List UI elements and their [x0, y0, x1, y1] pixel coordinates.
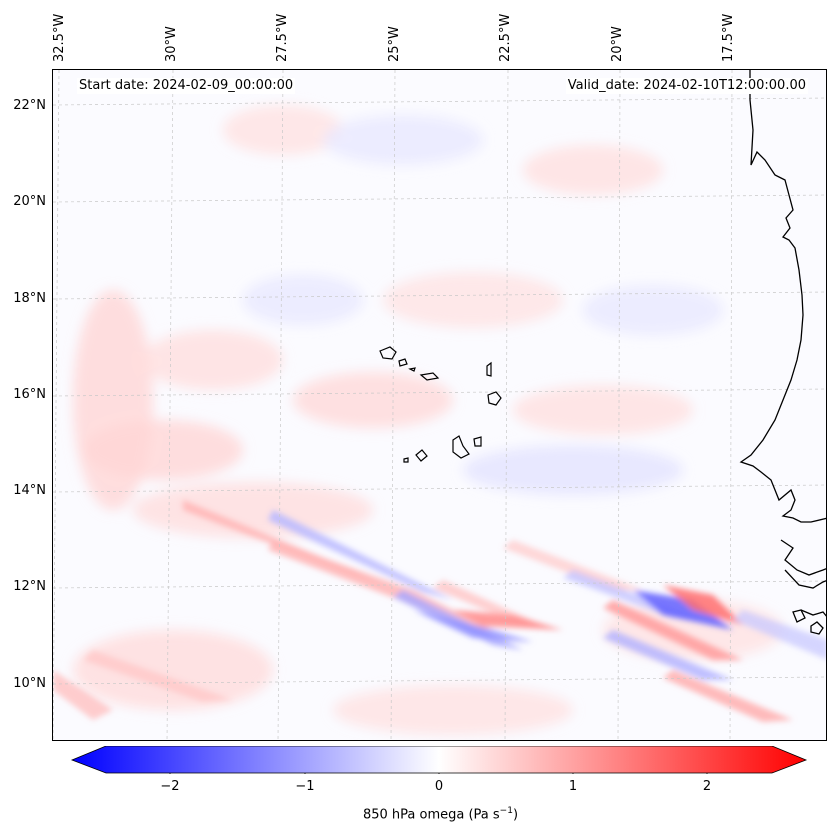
map-gridlines: [53, 70, 826, 740]
lon-label-32-5w: 32.5°W: [52, 13, 67, 62]
lon-label-20w: 20°W: [610, 26, 625, 62]
lat-label-22n: 22°N: [13, 98, 46, 113]
lon-label-30w: 30°W: [164, 26, 179, 62]
colorbar-label: 850 hPa omega (Pa s−1): [362, 806, 519, 823]
cape-verde-islands: [379, 346, 502, 463]
colorbar-tick-neg1: −1: [295, 779, 315, 794]
colorbar-tick-0: 0: [434, 779, 444, 794]
coastline: [739, 70, 826, 635]
lon-label-17-5w: 17.5°W: [721, 13, 736, 62]
lat-label-10n: 10°N: [13, 676, 46, 691]
lon-label-22-5w: 22.5°W: [498, 13, 513, 62]
colorbar-tick-2: 2: [702, 779, 712, 794]
lat-label-18n: 18°N: [13, 291, 46, 306]
lat-label-12n: 12°N: [13, 579, 46, 594]
colorbar-bar: [70, 746, 808, 774]
colorbar-tick-neg2: −2: [160, 779, 180, 794]
omega-field-map: [53, 70, 826, 740]
map-panel[interactable]: [52, 69, 827, 741]
start-date-label: Start date: 2024-02-09_00:00:00: [77, 78, 296, 94]
lat-label-16n: 16°N: [13, 387, 46, 402]
lat-label-14n: 14°N: [13, 483, 46, 498]
omega-wave-bands: [53, 500, 826, 722]
lon-label-27-5w: 27.5°W: [275, 13, 290, 62]
colorbar-tick-1: 1: [568, 779, 578, 794]
lat-label-20n: 20°N: [13, 194, 46, 209]
lon-label-25w: 25°W: [387, 26, 402, 62]
colorbar: [70, 746, 808, 774]
valid-date-label: Valid_date: 2024-02-10T12:00:00.00: [565, 78, 808, 94]
